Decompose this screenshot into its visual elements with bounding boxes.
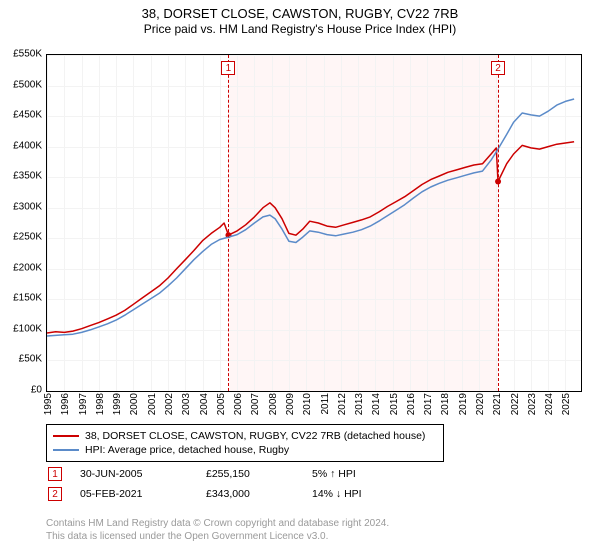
- footer-line2: This data is licensed under the Open Gov…: [46, 531, 582, 544]
- y-tick-label: £500K: [13, 79, 42, 90]
- y-tick-label: £50K: [19, 354, 42, 365]
- x-tick-label: 2008: [268, 393, 279, 415]
- legend-swatch-line: [53, 449, 79, 451]
- x-tick-label: 2024: [544, 393, 555, 415]
- x-tick-label: 1996: [60, 393, 71, 415]
- sales-row-marker-icon: 1: [48, 467, 62, 481]
- x-tick-label: 2012: [337, 393, 348, 415]
- sales-row-delta: 14% ↓ HPI: [312, 488, 412, 500]
- y-tick-label: £450K: [13, 110, 42, 121]
- sale-marker-vline: [228, 55, 229, 391]
- y-tick-label: £150K: [13, 293, 42, 304]
- y-tick-label: £550K: [13, 49, 42, 60]
- x-tick-label: 2021: [492, 393, 503, 415]
- y-tick-label: £250K: [13, 232, 42, 243]
- sales-row: 2 05-FEB-2021 £343,000 14% ↓ HPI: [46, 484, 582, 504]
- chart-title-line1: 38, DORSET CLOSE, CAWSTON, RUGBY, CV22 7…: [0, 6, 600, 22]
- x-tick-label: 1998: [95, 393, 106, 415]
- sales-row-delta: 5% ↑ HPI: [312, 468, 412, 480]
- x-tick-label: 2007: [250, 393, 261, 415]
- x-tick-label: 2016: [406, 393, 417, 415]
- x-tick-label: 2010: [302, 393, 313, 415]
- x-tick-label: 2014: [371, 393, 382, 415]
- y-tick-label: £0: [31, 385, 42, 396]
- x-tick-label: 2000: [129, 393, 140, 415]
- series-line-price_paid: [47, 142, 574, 333]
- x-tick-label: 2025: [561, 393, 572, 415]
- x-axis: 1995 1996 1997 1998 1999 2000 2001 2002 2003 2004…: [46, 393, 582, 419]
- x-tick-label: 2006: [233, 393, 244, 415]
- x-tick-label: 1995: [43, 393, 54, 415]
- x-tick-label: 2011: [320, 393, 331, 415]
- x-tick-label: 2004: [199, 393, 210, 415]
- footer-line1: Contains HM Land Registry data © Crown c…: [46, 518, 582, 531]
- legend-label: HPI: Average price, detached house, Rugb…: [85, 443, 289, 457]
- x-tick-label: 2019: [458, 393, 469, 415]
- sales-row-date: 30-JUN-2005: [80, 468, 188, 480]
- x-tick-label: 2013: [354, 393, 365, 415]
- y-tick-label: £300K: [13, 201, 42, 212]
- sale-marker-box: 2: [491, 61, 505, 75]
- x-tick-label: 1999: [112, 393, 123, 415]
- x-tick-label: 1997: [78, 393, 89, 415]
- x-tick-label: 2003: [181, 393, 192, 415]
- x-tick-label: 2001: [147, 393, 158, 415]
- legend-item: 38, DORSET CLOSE, CAWSTON, RUGBY, CV22 7…: [53, 429, 437, 443]
- sale-marker-box: 1: [221, 61, 235, 75]
- sale-marker-vline: [498, 55, 499, 391]
- x-tick-label: 2005: [216, 393, 227, 415]
- y-tick-label: £200K: [13, 262, 42, 273]
- sales-row-price: £343,000: [206, 488, 294, 500]
- x-tick-label: 2002: [164, 393, 175, 415]
- gridline-horizontal: [47, 391, 581, 392]
- x-tick-label: 2015: [389, 393, 400, 415]
- x-tick-label: 2022: [510, 393, 521, 415]
- x-tick-label: 2017: [423, 393, 434, 415]
- x-tick-label: 2020: [475, 393, 486, 415]
- chart-lines-svg: [47, 55, 581, 391]
- legend-swatch-line: [53, 435, 79, 437]
- y-tick-label: £100K: [13, 323, 42, 334]
- series-line-hpi: [47, 99, 574, 336]
- sales-row: 1 30-JUN-2005 £255,150 5% ↑ HPI: [46, 464, 582, 484]
- plot-area: 12: [46, 54, 582, 392]
- legend-label: 38, DORSET CLOSE, CAWSTON, RUGBY, CV22 7…: [85, 429, 425, 443]
- x-tick-label: 2023: [527, 393, 538, 415]
- sales-row-date: 05-FEB-2021: [80, 488, 188, 500]
- x-tick-label: 2018: [440, 393, 451, 415]
- legend-item: HPI: Average price, detached house, Rugb…: [53, 443, 437, 457]
- chart-title-line2: Price paid vs. HM Land Registry's House …: [0, 22, 600, 37]
- sales-marker-table: 1 30-JUN-2005 £255,150 5% ↑ HPI 2 05-FEB…: [46, 464, 582, 504]
- y-axis: £0£50K£100K£150K£200K£250K£300K£350K£400…: [0, 54, 44, 392]
- y-tick-label: £350K: [13, 171, 42, 182]
- x-tick-label: 2009: [285, 393, 296, 415]
- y-tick-label: £400K: [13, 140, 42, 151]
- legend-box: 38, DORSET CLOSE, CAWSTON, RUGBY, CV22 7…: [46, 424, 444, 462]
- chart-title-block: 38, DORSET CLOSE, CAWSTON, RUGBY, CV22 7…: [0, 0, 600, 37]
- sales-row-price: £255,150: [206, 468, 294, 480]
- footer-attribution: Contains HM Land Registry data © Crown c…: [46, 518, 582, 543]
- sales-row-marker-icon: 2: [48, 487, 62, 501]
